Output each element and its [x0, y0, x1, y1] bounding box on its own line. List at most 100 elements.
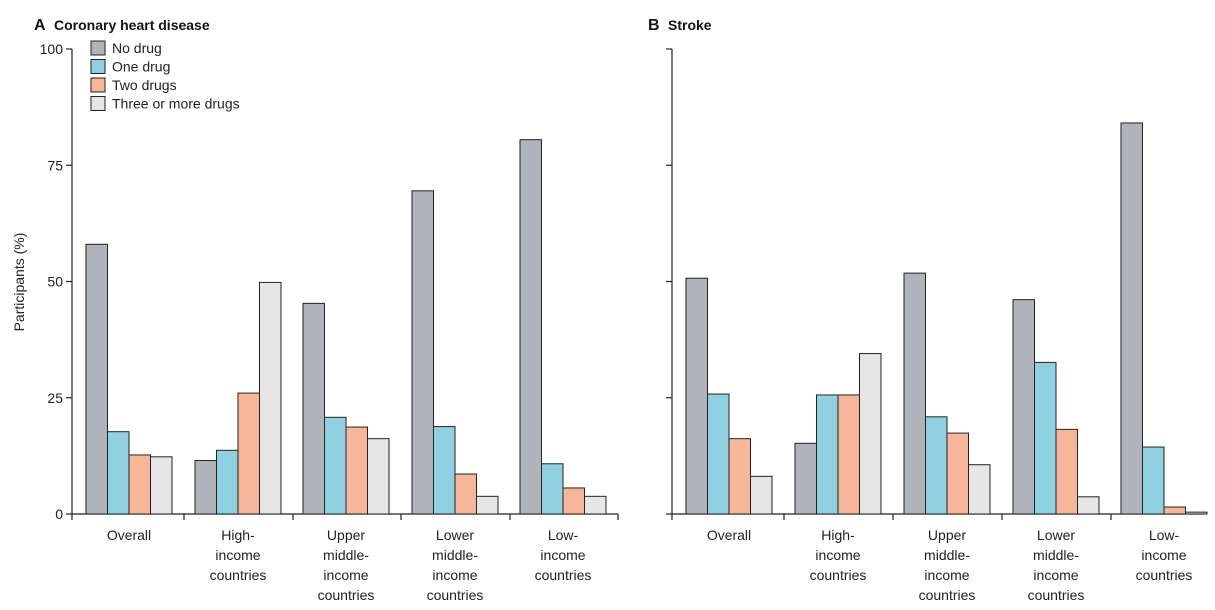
- legend-swatch-2: [90, 77, 106, 93]
- y-tick-label-0: 0: [55, 506, 63, 522]
- bar-a-0-0: [85, 243, 108, 515]
- bar-b-3-1: [1034, 361, 1057, 515]
- bar-a-2-1: [324, 416, 347, 515]
- bar-b-1-0: [794, 442, 817, 515]
- bar-b-2-3: [968, 464, 991, 515]
- category-label-line: middle-: [432, 547, 478, 563]
- category-label-line: income: [1033, 567, 1078, 583]
- category-label-line: Overall: [107, 527, 151, 543]
- category-label-line: income: [540, 547, 585, 563]
- bar-b-4-1: [1142, 446, 1165, 515]
- legend: No drug One drug Two drugs Three or more dr…: [90, 40, 240, 112]
- category-label-b-1: High-income countries: [810, 527, 867, 583]
- bar-b-2-1: [925, 416, 948, 515]
- bar-b-3-2: [1055, 428, 1078, 515]
- category-label-line: income: [924, 567, 969, 583]
- y-axis-label: Participants (%): [11, 233, 27, 332]
- category-label-a-1: High-income countries: [210, 527, 267, 583]
- legend-label-3: Three or more drugs: [112, 96, 240, 112]
- bar-a-1-3: [259, 281, 282, 515]
- bar-a-0-3: [150, 456, 173, 515]
- bar-b-0-0: [685, 277, 708, 515]
- category-label-line: Lower: [1037, 527, 1075, 543]
- category-label-line: income: [815, 547, 860, 563]
- y-tick-label-3: 75: [47, 157, 63, 173]
- category-label-line: Upper: [327, 527, 365, 543]
- panel-a-title: Coronary heart disease: [54, 17, 210, 33]
- bar-b-0-2: [728, 438, 751, 515]
- legend-label-0: No drug: [112, 40, 162, 56]
- bar-a-2-0: [302, 302, 325, 515]
- bar-b-4-3: [1185, 511, 1208, 515]
- bar-b-1-1: [816, 394, 839, 515]
- category-label-line: income: [432, 567, 477, 583]
- category-label-line: countries: [210, 567, 267, 583]
- legend-label-1: One drug: [112, 59, 170, 75]
- panel-b-letter: B: [648, 17, 660, 34]
- bar-a-4-2: [562, 487, 585, 515]
- panel-b-chart: Overall High-income countries Upper middle-i…: [666, 48, 1208, 603]
- bar-b-1-3: [859, 353, 882, 515]
- category-label-line: countries: [318, 587, 375, 603]
- bar-b-2-2: [946, 432, 969, 515]
- category-label-line: Lower: [436, 527, 474, 543]
- y-tick-label-2: 50: [47, 274, 63, 290]
- category-label-line: countries: [427, 587, 484, 603]
- category-label-line: middle-: [1033, 547, 1079, 563]
- category-label-b-0: Overall: [707, 527, 751, 543]
- panel-b-title: Stroke: [668, 17, 712, 33]
- bar-a-1-1: [216, 449, 239, 515]
- category-label-b-3: Lower middle-income countries: [1028, 527, 1085, 603]
- category-label-a-4: Low-income countries: [535, 527, 592, 583]
- category-label-line: Overall: [707, 527, 751, 543]
- bar-a-4-3: [584, 495, 607, 515]
- bar-a-3-3: [476, 495, 499, 515]
- category-label-line: middle-: [924, 547, 970, 563]
- bar-a-2-3: [367, 438, 390, 515]
- category-label-a-3: Lower middle-income countries: [427, 527, 484, 603]
- bar-a-3-2: [454, 473, 477, 515]
- category-label-line: income: [323, 567, 368, 583]
- bar-a-2-2: [345, 426, 368, 515]
- bar-a-1-2: [237, 392, 260, 515]
- category-label-line: countries: [1028, 587, 1085, 603]
- category-label-line: countries: [919, 587, 976, 603]
- category-label-b-4: Low-income countries: [1136, 527, 1193, 583]
- bar-b-0-3: [750, 475, 773, 515]
- category-label-line: High-: [821, 527, 855, 543]
- category-label-a-0: Overall: [107, 527, 151, 543]
- category-label-line: Low-: [548, 527, 579, 543]
- y-tick-label-4: 100: [40, 41, 64, 57]
- legend-swatch-0: [90, 40, 106, 56]
- category-label-line: Low-: [1149, 527, 1180, 543]
- category-label-line: Upper: [928, 527, 966, 543]
- bar-a-1-0: [194, 460, 217, 515]
- legend-label-2: Two drugs: [112, 77, 177, 93]
- y-tick-label-1: 25: [47, 390, 63, 406]
- bar-b-0-1: [707, 393, 730, 515]
- bar-a-4-0: [519, 139, 542, 515]
- bar-a-3-1: [433, 426, 456, 515]
- category-label-line: High-: [221, 527, 255, 543]
- bar-b-4-2: [1163, 506, 1186, 515]
- legend-swatch-1: [90, 59, 106, 74]
- category-label-a-2: Upper middle-income countries: [318, 527, 375, 603]
- category-label-b-2: Upper middle-income countries: [919, 527, 976, 603]
- category-label-line: countries: [535, 567, 592, 583]
- category-label-line: income: [1141, 547, 1186, 563]
- legend-swatch-3: [90, 96, 106, 111]
- bar-a-4-1: [541, 463, 564, 515]
- bar-b-1-2: [837, 394, 860, 515]
- bar-a-0-1: [107, 431, 130, 515]
- panel-a-letter: A: [34, 17, 46, 34]
- bar-a-0-2: [128, 454, 151, 515]
- bar-b-2-0: [903, 272, 926, 515]
- category-label-line: income: [215, 547, 260, 563]
- category-label-line: middle-: [323, 547, 369, 563]
- bar-b-4-0: [1120, 122, 1143, 515]
- category-label-line: countries: [1136, 567, 1193, 583]
- bar-b-3-0: [1012, 299, 1035, 515]
- bar-b-3-3: [1077, 496, 1100, 515]
